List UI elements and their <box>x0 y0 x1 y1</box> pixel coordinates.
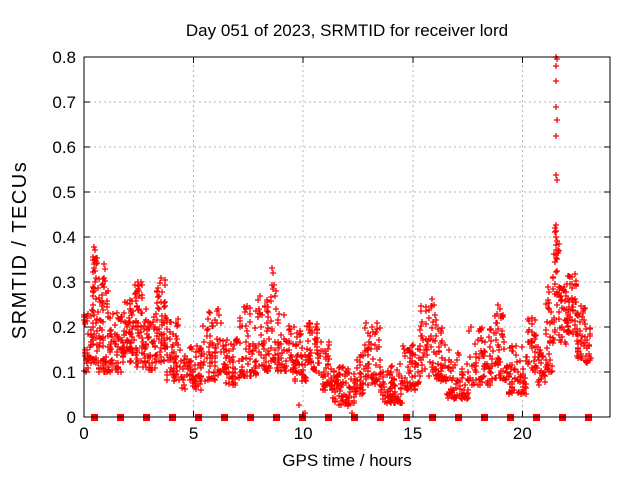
scatter-points <box>81 54 594 416</box>
y-tick-label: 0.2 <box>52 318 76 337</box>
y-tick-label: 0.5 <box>52 183 76 202</box>
x-tick-label: 20 <box>513 424 532 443</box>
y-tick-label: 0.8 <box>52 48 76 67</box>
y-tick-label: 0.7 <box>52 93 76 112</box>
y-axis-label: SRMTID / TECUs <box>9 161 31 339</box>
y-tick-label: 0.3 <box>52 273 76 292</box>
x-tick-label: 15 <box>403 424 422 443</box>
tick-labels: 0 5 10 15 20 0 0.1 0.2 0.3 0.4 0.5 0.6 0.7 0.8 <box>52 48 531 443</box>
gridlines <box>84 57 610 417</box>
data-points-layer <box>81 54 594 421</box>
x-axis-label: GPS time / hours <box>282 451 411 470</box>
x-tick-label: 0 <box>79 424 88 443</box>
plot-frame <box>83 56 611 418</box>
y-tick-label: 0 <box>67 408 76 427</box>
x-tick-label: 5 <box>189 424 198 443</box>
chart-title: Day 051 of 2023, SRMTID for receiver lor… <box>186 21 508 40</box>
x-tick-label: 10 <box>294 424 313 443</box>
y-tick-label: 0.1 <box>52 363 76 382</box>
tick-marks <box>83 56 610 418</box>
y-tick-label: 0.4 <box>52 228 76 247</box>
y-tick-label: 0.6 <box>52 138 76 157</box>
